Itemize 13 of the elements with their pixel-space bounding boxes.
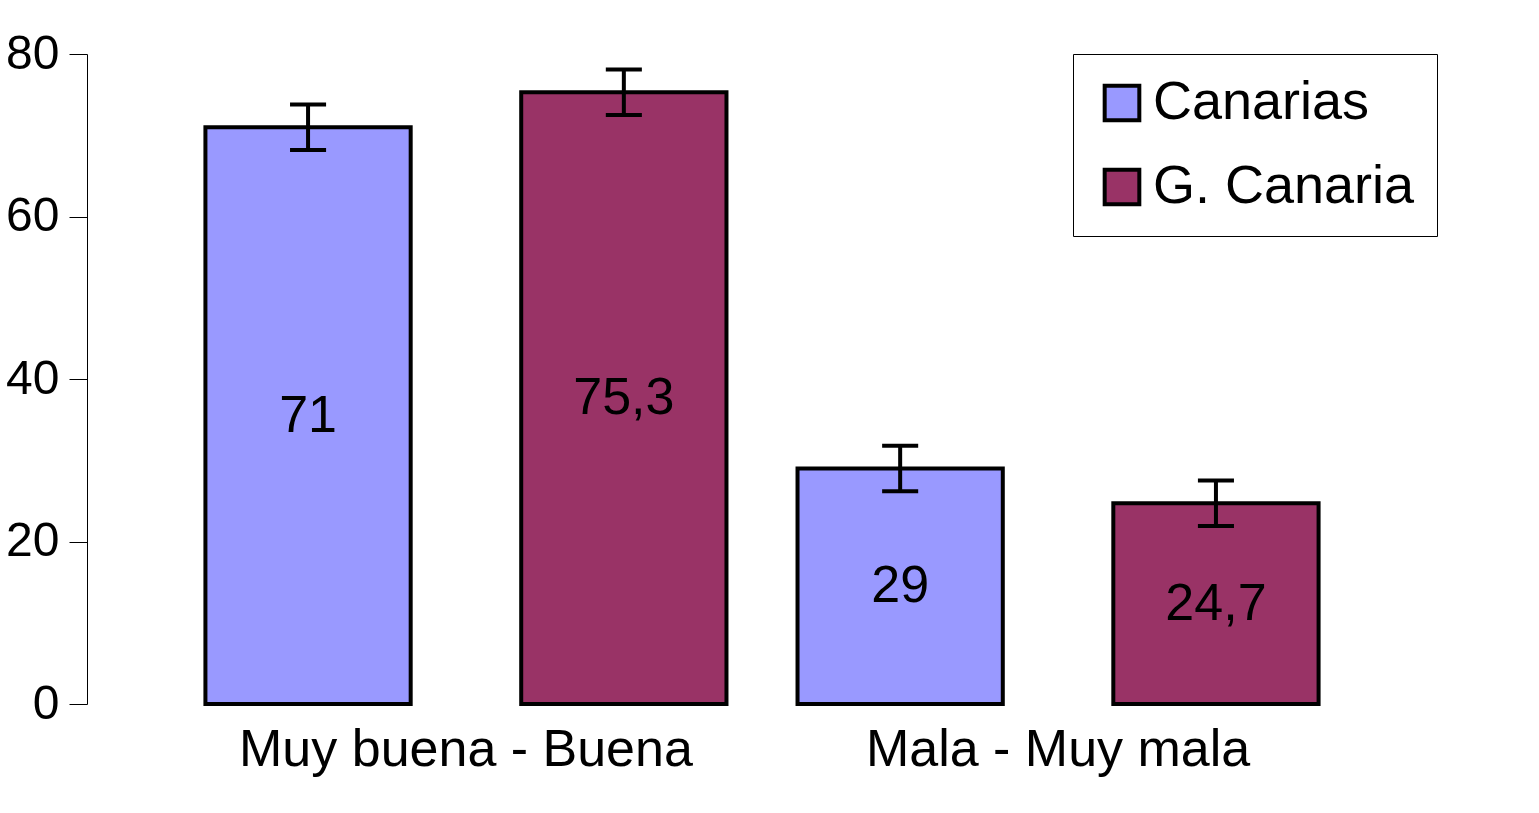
legend-label: Canarias bbox=[1153, 70, 1370, 130]
data-label: 24,7 bbox=[1165, 572, 1267, 631]
legend-label: G. Canaria bbox=[1153, 154, 1416, 214]
data-label: 29 bbox=[871, 555, 930, 614]
x-tick-label: Muy buena - Buena bbox=[239, 718, 693, 777]
data-label: 71 bbox=[279, 384, 337, 443]
y-tick-label: 0 bbox=[32, 675, 60, 729]
y-tick-label: 40 bbox=[6, 350, 60, 404]
x-tick-label: Mala - Muy mala bbox=[865, 718, 1251, 777]
data-label: 75,3 bbox=[573, 367, 675, 426]
y-tick-label: 80 bbox=[6, 25, 60, 79]
y-tick-label: 20 bbox=[6, 513, 60, 566]
y-tick-label: 60 bbox=[6, 188, 60, 241]
